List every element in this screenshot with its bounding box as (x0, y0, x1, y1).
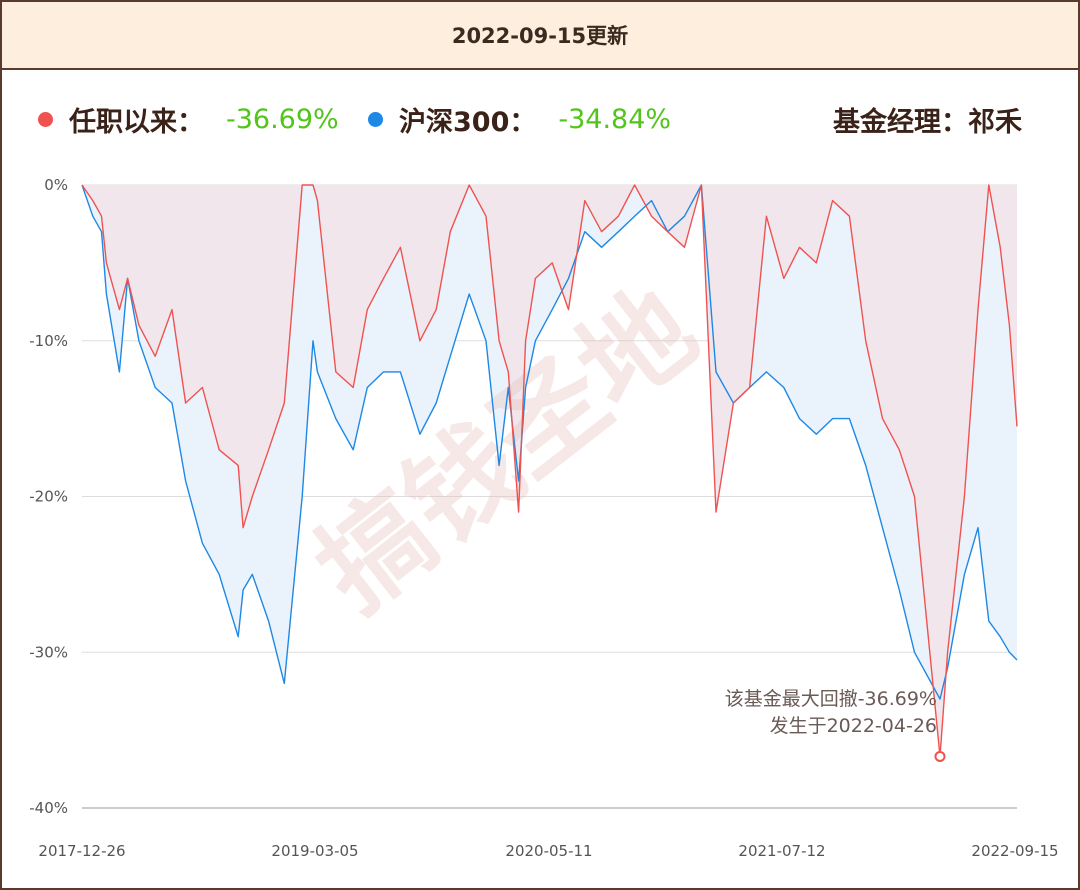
legend: 任职以来： -36.69% 沪深300： -34.84% 基金经理：祁禾 (2, 100, 1078, 146)
x-tick-label: 2021-07-12 (738, 842, 825, 860)
area-fills (82, 185, 1017, 757)
fund-dot-icon (38, 112, 53, 127)
fund-area (82, 185, 1017, 757)
annotation-line1: 该基金最大回撤-36.69% (725, 688, 937, 710)
update-date-text: 2022-09-15更新 (451, 24, 629, 48)
fund-manager: 基金经理：祁禾 (833, 107, 1022, 138)
x-tick-label: 2022-09-15 (971, 842, 1058, 860)
index-label: 沪深300： (399, 107, 537, 138)
legend-fund[interactable]: 任职以来： -36.69% (38, 100, 339, 139)
series-lines (81, 184, 1018, 758)
fund-line (81, 184, 1018, 758)
y-tick-label: 0% (44, 176, 68, 194)
x-tick-label: 2017-12-26 (38, 842, 125, 860)
index-area (82, 185, 1017, 699)
index-dot-icon (368, 112, 383, 127)
x-axis-ticks: 2017-12-26 2019-03-05 2020-05-11 2021-07-12… (38, 842, 1058, 860)
legend-index[interactable]: 沪深300： -34.84% (368, 100, 671, 139)
x-tick-label: 2020-05-11 (505, 842, 592, 860)
annotation-line2: 发生于2022-04-26 (770, 715, 937, 737)
max-drawdown-annotation: 该基金最大回撤-36.69% 发生于2022-04-26 (725, 688, 946, 762)
max-drawdown-marker (934, 750, 946, 762)
y-tick-label: -40% (29, 799, 68, 817)
index-return-value: -34.84% (558, 104, 672, 135)
y-axis-ticks: 0% -10% -20% -30% -40% (29, 176, 68, 817)
update-date-header: 2022-09-15更新 (2, 2, 1078, 70)
fund-return-value: -36.69% (226, 104, 339, 135)
y-tick-label: -10% (29, 332, 68, 350)
x-tick-label: 2019-03-05 (271, 842, 358, 860)
fund-label: 任职以来： (69, 107, 204, 138)
y-tick-label: -30% (29, 643, 68, 661)
y-tick-label: -20% (29, 488, 68, 506)
